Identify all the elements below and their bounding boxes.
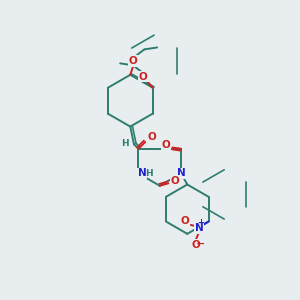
Text: N: N <box>177 168 185 178</box>
Text: O: O <box>147 132 156 142</box>
Text: N: N <box>195 224 204 233</box>
Text: H: H <box>122 139 129 148</box>
Text: +: + <box>197 218 204 227</box>
Text: O: O <box>192 240 201 250</box>
Text: O: O <box>161 140 170 150</box>
Text: O: O <box>139 72 148 82</box>
Text: H: H <box>145 169 153 178</box>
Text: N: N <box>138 168 146 178</box>
Text: O: O <box>181 216 190 226</box>
Text: O: O <box>171 176 179 186</box>
Text: O: O <box>129 56 138 66</box>
Text: −: − <box>196 239 206 249</box>
